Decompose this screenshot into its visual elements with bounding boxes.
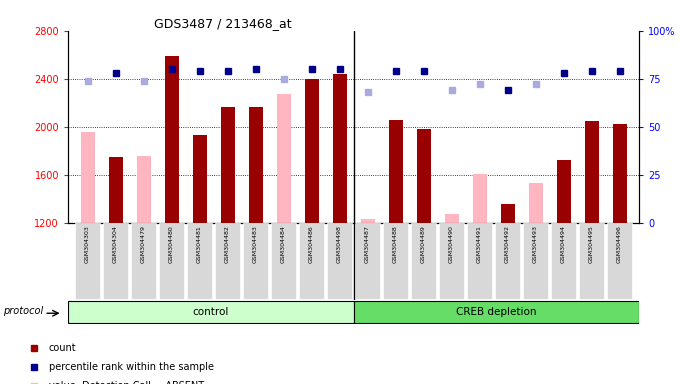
- Text: GSM304492: GSM304492: [505, 225, 510, 263]
- FancyBboxPatch shape: [68, 301, 354, 323]
- Text: GSM304489: GSM304489: [421, 225, 426, 263]
- FancyBboxPatch shape: [495, 223, 520, 299]
- Text: GSM304490: GSM304490: [449, 225, 454, 263]
- Bar: [528, 183, 543, 223]
- Text: GSM304487: GSM304487: [365, 225, 370, 263]
- Bar: [249, 107, 262, 223]
- Text: GSM304483: GSM304483: [253, 225, 258, 263]
- Bar: [445, 214, 458, 223]
- Bar: [388, 119, 403, 223]
- FancyBboxPatch shape: [551, 223, 576, 299]
- Bar: [305, 79, 319, 223]
- Text: protocol: protocol: [3, 306, 44, 316]
- Text: GSM304304: GSM304304: [113, 225, 118, 263]
- Text: GDS3487 / 213468_at: GDS3487 / 213468_at: [154, 17, 291, 30]
- Bar: [417, 129, 430, 223]
- FancyBboxPatch shape: [271, 223, 296, 299]
- FancyBboxPatch shape: [354, 301, 639, 323]
- Bar: [585, 121, 598, 223]
- Text: GSM304491: GSM304491: [477, 225, 482, 263]
- Text: GSM304494: GSM304494: [561, 225, 566, 263]
- Text: GSM304484: GSM304484: [281, 225, 286, 263]
- FancyBboxPatch shape: [523, 223, 548, 299]
- Bar: [360, 219, 375, 223]
- Text: GSM304488: GSM304488: [393, 225, 398, 263]
- FancyBboxPatch shape: [327, 223, 352, 299]
- Text: GSM304303: GSM304303: [85, 225, 90, 263]
- FancyBboxPatch shape: [467, 223, 492, 299]
- Text: value, Detection Call = ABSENT: value, Detection Call = ABSENT: [49, 381, 204, 384]
- Bar: [220, 107, 235, 223]
- Text: GSM304482: GSM304482: [225, 225, 230, 263]
- FancyBboxPatch shape: [299, 223, 324, 299]
- Text: GSM304481: GSM304481: [197, 225, 202, 263]
- Text: CREB depletion: CREB depletion: [456, 307, 537, 317]
- FancyBboxPatch shape: [439, 223, 464, 299]
- Bar: [473, 174, 487, 223]
- Text: percentile rank within the sample: percentile rank within the sample: [49, 362, 214, 372]
- Text: GSM304498: GSM304498: [337, 225, 342, 263]
- Text: GSM304480: GSM304480: [169, 225, 174, 263]
- Bar: [333, 74, 347, 223]
- Text: GSM304495: GSM304495: [589, 225, 594, 263]
- Text: GSM304486: GSM304486: [309, 225, 314, 263]
- FancyBboxPatch shape: [607, 223, 632, 299]
- FancyBboxPatch shape: [383, 223, 408, 299]
- FancyBboxPatch shape: [75, 223, 100, 299]
- Bar: [192, 135, 207, 223]
- FancyBboxPatch shape: [215, 223, 240, 299]
- Text: GSM304496: GSM304496: [617, 225, 622, 263]
- FancyBboxPatch shape: [103, 223, 129, 299]
- FancyBboxPatch shape: [187, 223, 212, 299]
- Bar: [165, 56, 179, 223]
- FancyBboxPatch shape: [355, 223, 380, 299]
- FancyBboxPatch shape: [411, 223, 436, 299]
- Bar: [137, 156, 150, 223]
- Bar: [277, 94, 290, 223]
- Text: control: control: [192, 307, 229, 317]
- FancyBboxPatch shape: [159, 223, 184, 299]
- FancyBboxPatch shape: [579, 223, 605, 299]
- FancyBboxPatch shape: [243, 223, 268, 299]
- Bar: [500, 204, 515, 223]
- Text: GSM304493: GSM304493: [533, 225, 538, 263]
- Bar: [109, 157, 122, 223]
- Bar: [557, 161, 571, 223]
- Text: GSM304479: GSM304479: [141, 225, 146, 263]
- FancyBboxPatch shape: [131, 223, 156, 299]
- Bar: [613, 124, 626, 223]
- Text: count: count: [49, 343, 76, 353]
- Bar: [81, 131, 95, 223]
